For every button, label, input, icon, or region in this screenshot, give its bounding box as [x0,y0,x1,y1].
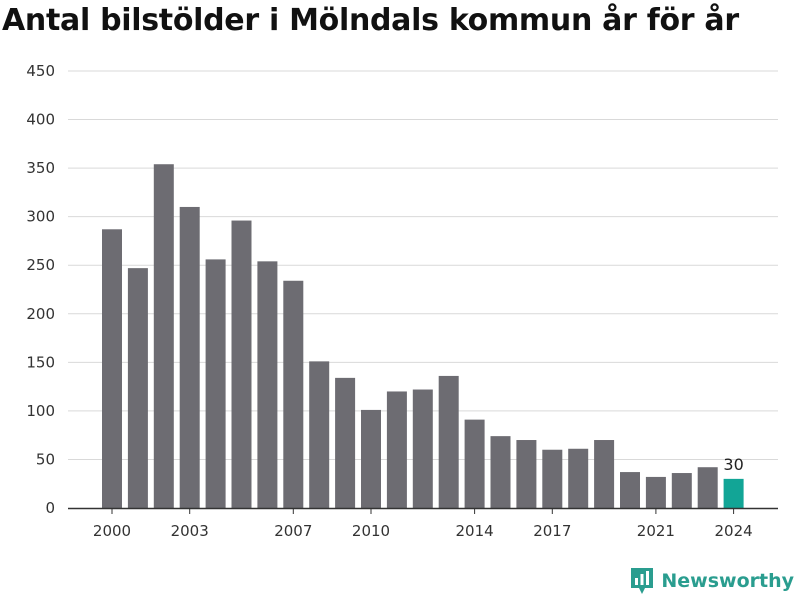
x-tick-label: 2021 [637,522,675,540]
brand-name: Newsworthy [661,570,794,592]
bar [516,440,537,508]
x-tick-label: 2003 [171,522,209,540]
y-tick-label: 250 [26,256,55,274]
y-tick-label: 150 [26,353,55,371]
x-tick-label: 2007 [274,522,312,540]
bar [412,389,433,508]
bar [205,259,226,508]
bar [127,268,148,508]
x-tick-label: 2024 [715,522,753,540]
bar [309,361,330,508]
bar [231,220,252,508]
bar [438,375,459,508]
bar [594,440,615,508]
bar [620,472,640,508]
bar [386,391,407,508]
bar [102,229,122,508]
x-tick-label: 2010 [352,522,390,540]
bar [542,449,563,508]
y-tick-label: 50 [36,450,55,468]
y-tick-label: 200 [26,305,55,323]
y-axis-ticks: 0 50 100 150 200 250 300 350 400 450 [26,62,55,517]
y-tick-label: 0 [45,499,55,517]
data-labels: 30 [723,455,743,474]
bar [568,448,589,508]
bar [283,280,304,508]
bar [490,436,511,508]
bar [179,206,200,508]
bar [697,467,718,508]
chart-title: Antal bilstölder i Mölndals kommun år fö… [2,3,739,38]
bar [671,473,692,508]
bar [335,377,356,508]
y-tick-label: 100 [26,402,55,420]
bar [723,478,744,508]
data-label: 30 [723,455,743,474]
y-tick-label: 350 [26,159,55,177]
y-tick-label: 450 [26,62,55,80]
bar-chart-icon [631,568,654,594]
x-tick-label: 2014 [456,522,494,540]
y-tick-label: 300 [26,208,55,226]
x-tick-label: 2017 [533,522,571,540]
bar [645,476,666,508]
x-tick-label: 2000 [93,522,131,540]
bar [153,164,174,508]
y-tick-label: 400 [26,111,55,129]
bar [464,419,485,508]
bars [102,164,744,508]
bar [361,409,381,508]
bar [257,261,278,508]
x-axis-ticks: 2000 2003 2007 2010 2014 2017 2021 2024 [93,508,753,540]
brand-logo: Newsworthy [629,566,794,596]
